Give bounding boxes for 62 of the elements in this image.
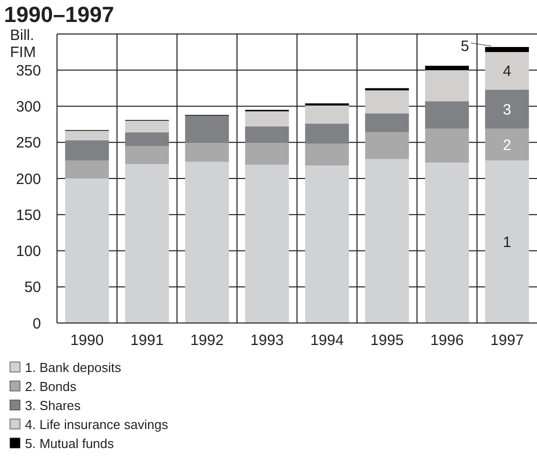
bar — [245, 164, 289, 323]
x-tick-label: 1994 — [310, 332, 344, 349]
bar — [485, 47, 529, 52]
legend-label: 3. Shares — [25, 398, 82, 413]
bar — [185, 162, 229, 323]
bar — [65, 160, 109, 178]
x-tick-label: 1997 — [490, 332, 524, 349]
bar — [425, 70, 469, 102]
bar — [305, 103, 349, 106]
bar — [125, 120, 169, 132]
bar — [485, 128, 529, 160]
bar — [365, 158, 409, 323]
bar — [485, 52, 529, 90]
bar — [305, 165, 349, 323]
bar — [245, 111, 289, 126]
bar — [305, 106, 349, 124]
bar — [365, 90, 409, 114]
bar — [485, 90, 529, 129]
y-axis-title: Bill. FIM — [10, 27, 36, 61]
annotation: 4 — [502, 63, 512, 80]
bar — [425, 162, 469, 323]
bar — [425, 101, 469, 129]
annotation: 3 — [502, 101, 512, 118]
legend-label: 5. Mutual funds — [25, 436, 114, 451]
y-tick-label: 150 — [16, 206, 41, 224]
bar — [125, 132, 169, 146]
bar — [245, 126, 289, 144]
bar — [305, 144, 349, 166]
bar — [125, 164, 169, 323]
x-tick-label: 1990 — [70, 332, 104, 349]
bar — [245, 143, 289, 165]
bar — [485, 160, 529, 323]
bar — [365, 113, 409, 132]
annotation: 5 — [460, 38, 470, 56]
legend-label: 2. Bonds — [25, 379, 77, 394]
y-tick-label: 300 — [16, 98, 41, 116]
bar — [185, 143, 229, 162]
legend-label: 4. Life insurance savings — [25, 417, 169, 432]
y-tick-label: 50 — [24, 279, 41, 296]
chart-title: 1990–1997 — [4, 2, 114, 27]
y-tick-label: 350 — [16, 62, 41, 80]
annotation: 2 — [502, 136, 512, 154]
bar — [425, 128, 469, 163]
bar — [65, 178, 109, 323]
y-tick-label: 250 — [16, 134, 41, 152]
y-tick-label: 200 — [16, 170, 41, 188]
y-tick-label: 0 — [32, 315, 41, 332]
x-tick-label: 1993 — [250, 332, 284, 349]
x-tick-label: 1995 — [370, 332, 404, 349]
x-tick-label: 1991 — [130, 332, 164, 349]
x-tick-label: 1992 — [190, 332, 224, 349]
bar — [65, 130, 109, 140]
legend-label: 1. Bank deposits — [25, 360, 122, 375]
bar — [185, 116, 229, 144]
bar — [365, 132, 409, 159]
x-tick-label: 1996 — [430, 332, 464, 349]
y-tick-label: 100 — [16, 243, 41, 260]
bar — [65, 140, 109, 160]
bar — [425, 66, 469, 70]
bar — [125, 146, 169, 164]
annotation: 1 — [502, 234, 512, 251]
bar — [305, 124, 349, 144]
